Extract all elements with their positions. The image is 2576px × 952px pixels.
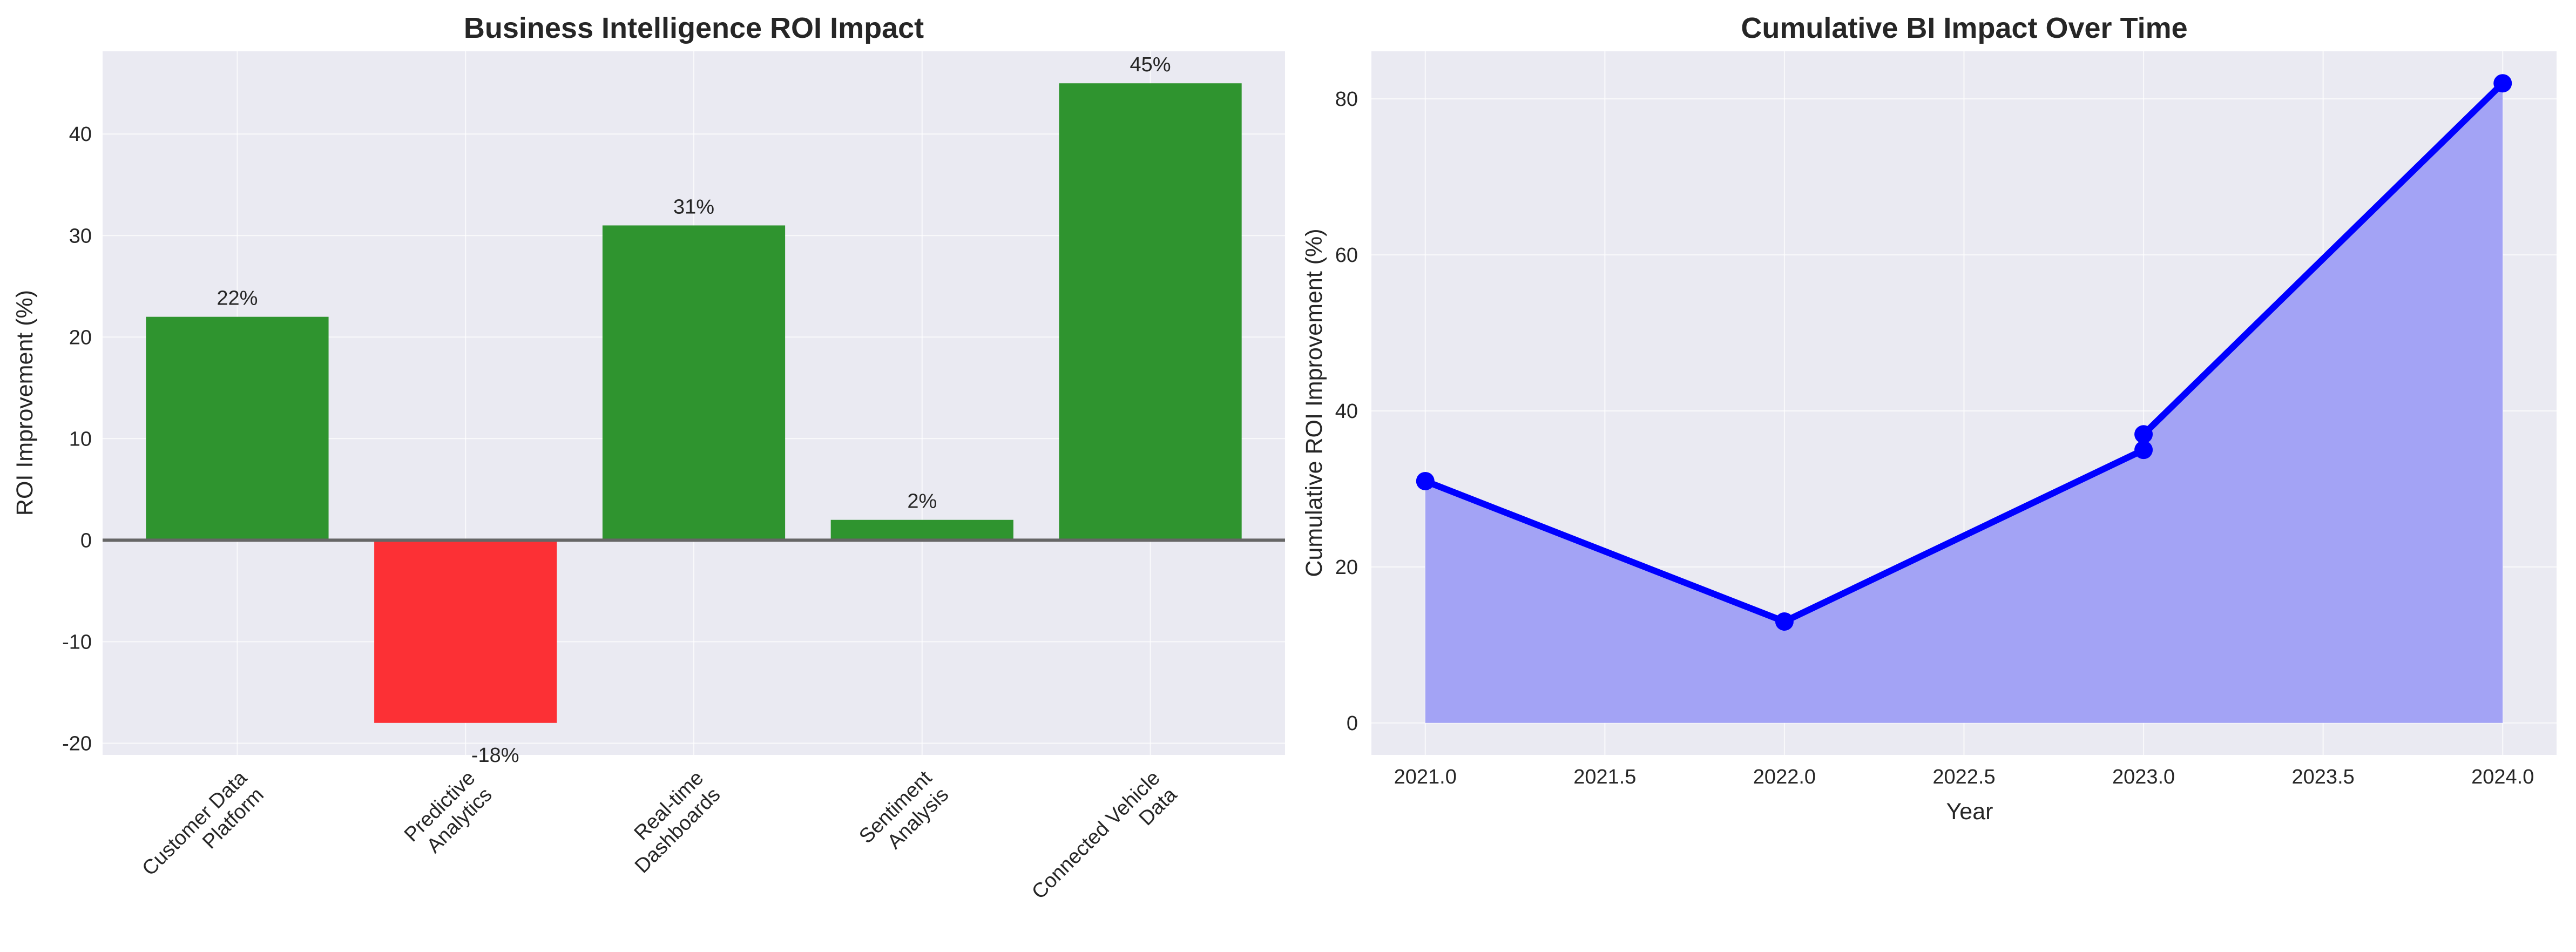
bar-x-tick-label: Connected VehicleData bbox=[1027, 766, 1182, 921]
area-y-tick-label: 40 bbox=[1335, 400, 1358, 423]
area-y-ticks: 0 20 40 60 80 bbox=[1335, 88, 1358, 735]
cumulative-area-chart: 0 20 40 60 80 2021.0 2021.5 2022.0 2022.5 2023.0… bbox=[1301, 12, 2557, 825]
area-x-tick-label: 2022.0 bbox=[1753, 766, 1816, 788]
bar-y-tick-label: 0 bbox=[80, 529, 92, 552]
bar-data-label: 45% bbox=[1130, 53, 1171, 76]
bar bbox=[374, 540, 557, 723]
area-data-point bbox=[2134, 441, 2153, 460]
bar-y-ticks: -20 -10 0 10 20 30 40 bbox=[62, 123, 92, 755]
bar bbox=[146, 316, 329, 541]
area-fill bbox=[1425, 83, 2503, 723]
roi-bar-chart: -20 -10 0 10 20 30 40 Customer DataPlatform Pre… bbox=[12, 12, 1285, 921]
bar-x-tick-label: Real-timeDashboards bbox=[614, 767, 725, 878]
area-data-point bbox=[1416, 471, 1435, 490]
bar-data-label: -18% bbox=[471, 744, 519, 767]
bar-y-tick-label: 30 bbox=[69, 225, 92, 247]
area-y-tick-label: 80 bbox=[1335, 88, 1358, 111]
bar-x-tick-label: SentimentAnalysis bbox=[855, 766, 953, 865]
bar-x-tick-label: Customer DataPlatform bbox=[138, 766, 268, 897]
area-data-point bbox=[2134, 425, 2153, 444]
area-y-tick-label: 60 bbox=[1335, 244, 1358, 267]
bar-data-label: 2% bbox=[907, 490, 937, 513]
bar-series bbox=[146, 83, 1242, 723]
bar-chart-title: Business Intelligence ROI Impact bbox=[464, 12, 924, 44]
area-data-point bbox=[1775, 612, 1794, 631]
area-x-tick-label: 2023.0 bbox=[2112, 766, 2175, 788]
area-y-axis-label: Cumulative ROI Improvement (%) bbox=[1301, 228, 1327, 577]
bar-data-label: 31% bbox=[673, 195, 714, 218]
bar-y-axis-label: ROI Improvement (%) bbox=[12, 290, 38, 516]
bar-data-labels: 22% -18% 31% 2% 45% bbox=[217, 53, 1171, 767]
area-x-axis-label: Year bbox=[1946, 799, 1993, 825]
bar-y-tick-label: 10 bbox=[69, 428, 92, 450]
area-chart-title: Cumulative BI Impact Over Time bbox=[1741, 12, 2187, 44]
area-x-tick-label: 2022.5 bbox=[1932, 766, 1995, 788]
area-x-ticks: 2021.0 2021.5 2022.0 2022.5 2023.0 2023.5 2024… bbox=[1394, 766, 2534, 788]
bar-x-tick-label: PredictiveAnalytics bbox=[400, 767, 497, 863]
bar-y-tick-label: 40 bbox=[69, 123, 92, 146]
area-data-point bbox=[2493, 74, 2512, 93]
bar-y-tick-label: 20 bbox=[69, 326, 92, 349]
area-y-tick-label: 20 bbox=[1335, 556, 1358, 579]
area-x-tick-label: 2021.5 bbox=[1573, 766, 1636, 788]
bar-y-tick-label: -20 bbox=[62, 732, 92, 755]
area-y-tick-label: 0 bbox=[1347, 712, 1358, 735]
area-x-tick-label: 2023.5 bbox=[2292, 766, 2355, 788]
bar-x-ticks: Customer DataPlatform PredictiveAnalytics… bbox=[138, 766, 1182, 921]
bar bbox=[602, 225, 786, 541]
area-points bbox=[1416, 74, 2512, 631]
bar bbox=[1059, 83, 1242, 541]
area-x-tick-label: 2021.0 bbox=[1394, 766, 1457, 788]
bar-y-tick-label: -10 bbox=[62, 631, 92, 653]
area-x-tick-label: 2024.0 bbox=[2471, 766, 2534, 788]
bar-data-label: 22% bbox=[217, 287, 258, 310]
bar bbox=[830, 519, 1013, 541]
